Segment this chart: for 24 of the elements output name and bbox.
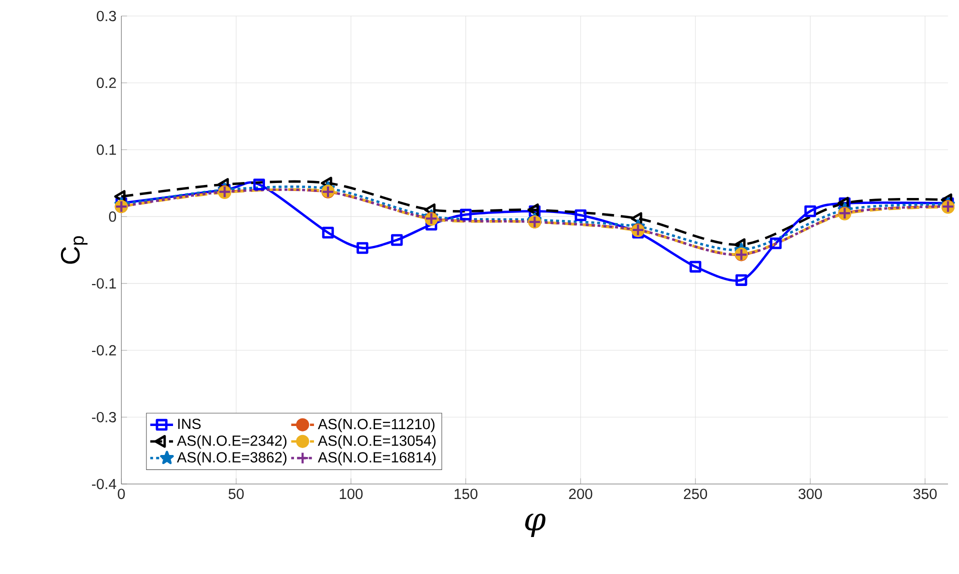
- x-tick-label: 100: [340, 488, 363, 500]
- x-tick-label: 200: [569, 488, 592, 500]
- y-tick-label: -0.1: [92, 278, 116, 289]
- x-tick-label: 0: [118, 488, 125, 500]
- y-tick-label: -0.4: [92, 478, 116, 490]
- legend-label: AS(N.O.E=2342): [176, 435, 286, 449]
- y-tick-label: 0: [109, 211, 116, 222]
- x-axis-title: φ: [525, 514, 546, 537]
- legend-label: INS: [178, 418, 201, 430]
- legend-label: AS(N.O.E=13054): [318, 435, 436, 449]
- x-tick-label: 350: [913, 488, 937, 500]
- y-tick-label: -0.3: [92, 412, 116, 422]
- legend-label: AS(N.O.E=3862): [176, 452, 286, 466]
- x-tick-label: 300: [798, 488, 822, 500]
- legend-label: AS(N.O.E=16814): [318, 452, 436, 466]
- y-tick-label: 0.3: [96, 10, 116, 22]
- legend-label: AS(N.O.E=11210): [318, 418, 434, 432]
- x-tick-label: 50: [228, 488, 244, 500]
- y-tick-label: -0.2: [92, 345, 116, 356]
- y-axis-title: C$_{p}$: [60, 236, 88, 264]
- y-tick-label: 0.1: [96, 144, 116, 155]
- y-tick-label: 0.2: [96, 78, 116, 88]
- x-tick-label: 250: [684, 488, 708, 500]
- x-tick-label: 150: [454, 488, 478, 500]
